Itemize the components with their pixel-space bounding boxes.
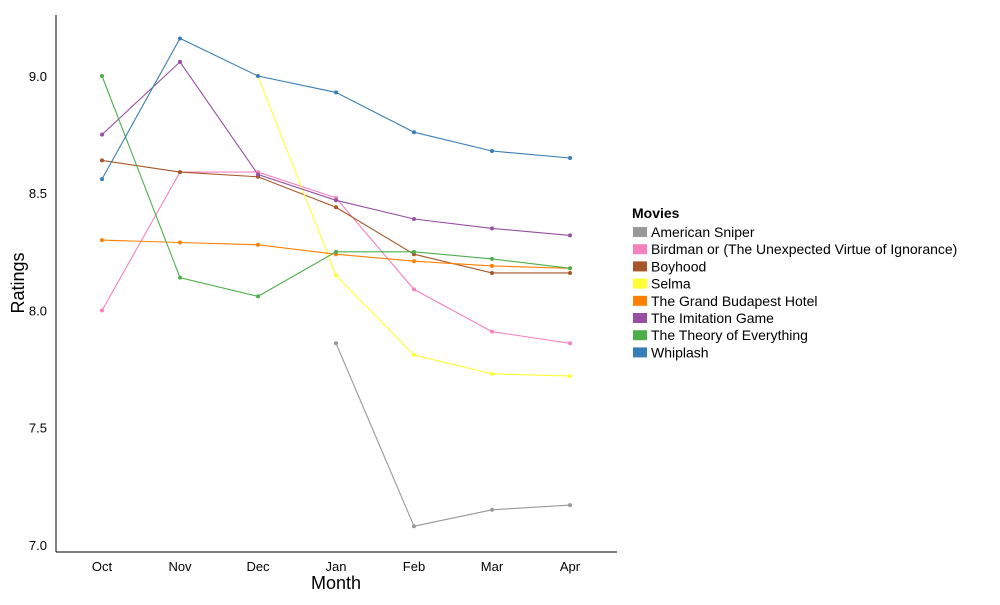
legend-swatch-birdman-or-the-unexpected-virtue-of-ignorance bbox=[633, 244, 647, 255]
x-axis-label: Month bbox=[311, 573, 361, 593]
data-point-birdman-or-the-unexpected-virtue-of-ignorance bbox=[412, 287, 416, 292]
data-point-boyhood bbox=[178, 170, 182, 175]
data-point-the-imitation-game bbox=[256, 172, 260, 177]
legend-swatch-boyhood bbox=[633, 261, 647, 272]
data-point-american-sniper bbox=[412, 524, 416, 529]
x-tick-label: Jan bbox=[326, 559, 347, 574]
y-tick-label: 8.5 bbox=[29, 186, 47, 201]
data-point-birdman-or-the-unexpected-virtue-of-ignorance bbox=[568, 341, 572, 346]
data-point-the-theory-of-everything bbox=[568, 266, 572, 271]
data-point-the-grand-budapest-hotel bbox=[490, 263, 494, 268]
data-point-whiplash bbox=[256, 73, 260, 78]
data-point-the-theory-of-everything bbox=[412, 249, 416, 254]
legend-swatch-american-sniper bbox=[633, 227, 647, 237]
legend-label-selma: Selma bbox=[651, 276, 691, 292]
data-point-the-imitation-game bbox=[100, 132, 104, 137]
data-point-selma bbox=[568, 374, 572, 379]
data-point-the-imitation-game bbox=[490, 226, 494, 231]
x-tick-label: Apr bbox=[560, 559, 581, 574]
y-tick-label: 8.0 bbox=[29, 303, 47, 318]
data-point-boyhood bbox=[490, 270, 494, 275]
data-point-selma bbox=[490, 371, 494, 376]
y-tick-label: 9.0 bbox=[29, 69, 47, 84]
x-tick-label: Feb bbox=[403, 559, 425, 574]
data-point-the-imitation-game bbox=[412, 217, 416, 222]
data-point-american-sniper bbox=[490, 507, 494, 512]
series-line-american-sniper bbox=[335, 343, 571, 527]
data-point-boyhood bbox=[100, 158, 104, 163]
data-point-boyhood bbox=[568, 270, 572, 275]
legend-title: Movies bbox=[632, 205, 680, 221]
data-point-whiplash bbox=[568, 156, 572, 161]
data-point-whiplash bbox=[412, 130, 416, 135]
legend-label-the-theory-of-everything: The Theory of Everything bbox=[651, 327, 808, 343]
data-point-the-grand-budapest-hotel bbox=[412, 259, 416, 264]
legend-swatch-selma bbox=[633, 278, 647, 289]
data-point-selma bbox=[334, 273, 338, 278]
data-point-the-theory-of-everything bbox=[334, 249, 338, 254]
axes bbox=[55, 15, 617, 553]
data-point-american-sniper bbox=[568, 503, 572, 508]
series-line-selma bbox=[257, 75, 571, 377]
legend-label-whiplash: Whiplash bbox=[651, 344, 709, 360]
data-point-whiplash bbox=[178, 36, 182, 41]
data-point-the-theory-of-everything bbox=[100, 73, 104, 78]
y-tick-label: 7.5 bbox=[29, 421, 47, 436]
data-point-the-theory-of-everything bbox=[490, 256, 494, 261]
data-point-selma bbox=[412, 353, 416, 358]
data-point-whiplash bbox=[100, 177, 104, 182]
data-point-birdman-or-the-unexpected-virtue-of-ignorance bbox=[100, 308, 104, 313]
data-point-whiplash bbox=[490, 149, 494, 154]
legend-label-the-grand-budapest-hotel: The Grand Budapest Hotel bbox=[651, 293, 818, 309]
y-axis-label: Ratings bbox=[8, 252, 28, 313]
x-tick-label: Oct bbox=[92, 559, 113, 574]
data-point-the-theory-of-everything bbox=[256, 294, 260, 299]
data-point-the-imitation-game bbox=[568, 233, 572, 238]
legend-label-american-sniper: American Sniper bbox=[651, 224, 755, 240]
data-point-birdman-or-the-unexpected-virtue-of-ignorance bbox=[490, 329, 494, 334]
x-tick-label: Dec bbox=[246, 559, 270, 574]
x-tick-label: Nov bbox=[168, 559, 192, 574]
legend-swatch-whiplash bbox=[633, 347, 647, 358]
series-points bbox=[100, 36, 572, 529]
data-point-the-imitation-game bbox=[178, 59, 182, 64]
data-point-the-imitation-game bbox=[334, 198, 338, 203]
legend-swatch-the-grand-budapest-hotel bbox=[633, 295, 647, 306]
data-point-the-theory-of-everything bbox=[178, 275, 182, 280]
legend-swatch-the-theory-of-everything bbox=[633, 330, 647, 341]
tick-labels: 7.0 7.5 8.0 8.5 9.0 Oct Nov Dec Jan Feb Mar Apr bbox=[29, 69, 581, 574]
series-lines bbox=[101, 37, 571, 527]
legend-label-birdman-or-the-unexpected-virtue-of-ignorance: Birdman or (The Unexpected Virtue of Ign… bbox=[651, 241, 957, 257]
data-point-the-grand-budapest-hotel bbox=[256, 242, 260, 247]
series-line-whiplash bbox=[101, 37, 571, 180]
data-point-the-grand-budapest-hotel bbox=[100, 238, 104, 243]
legend-label-the-imitation-game: The Imitation Game bbox=[651, 310, 774, 326]
data-point-whiplash bbox=[334, 90, 338, 95]
y-tick-label: 7.0 bbox=[29, 538, 47, 553]
legend-swatch-the-imitation-game bbox=[633, 313, 647, 323]
x-tick-label: Mar bbox=[481, 559, 504, 574]
legend-label-boyhood: Boyhood bbox=[651, 258, 706, 274]
series-line-the-imitation-game bbox=[101, 61, 571, 236]
data-point-the-grand-budapest-hotel bbox=[178, 240, 182, 245]
data-point-american-sniper bbox=[334, 341, 338, 346]
data-point-boyhood bbox=[334, 205, 338, 210]
